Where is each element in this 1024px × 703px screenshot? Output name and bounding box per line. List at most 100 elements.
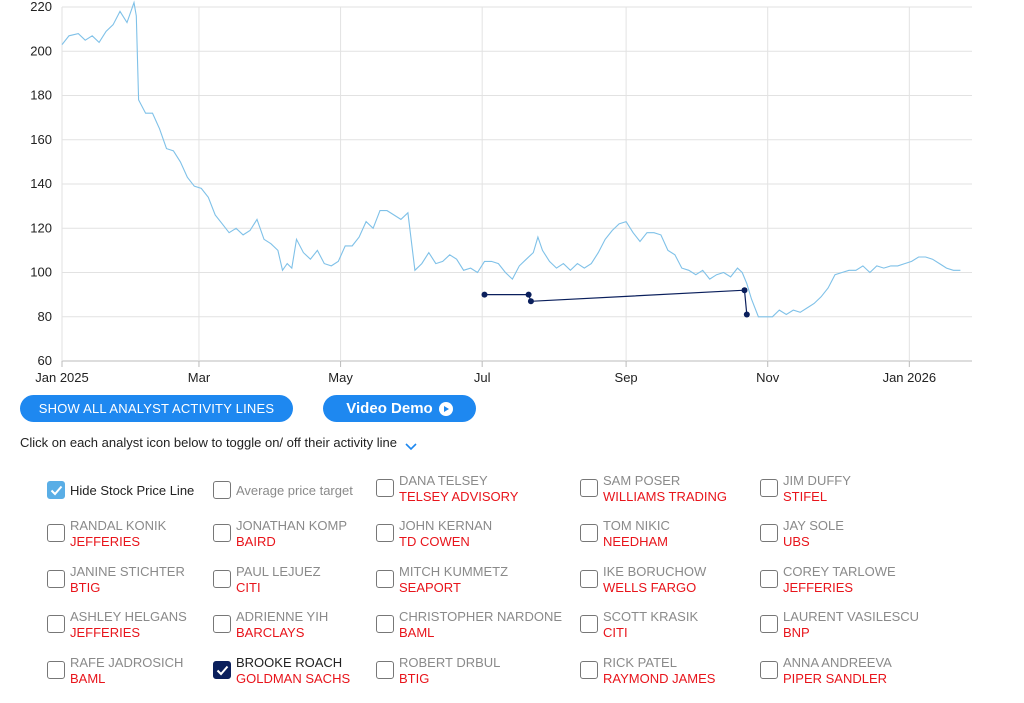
y-tick-label: 120 (30, 220, 52, 235)
analyst-option[interactable]: RAFE JADROSICH BAML (47, 655, 183, 687)
analyst-option[interactable]: RANDAL KONIK JEFFERIES (47, 518, 166, 550)
analyst-checkbox[interactable] (760, 524, 778, 542)
analyst-checkbox[interactable] (376, 524, 394, 542)
analyst-option[interactable]: RICK PATEL RAYMOND JAMES (580, 655, 715, 687)
y-tick-label: 200 (30, 43, 52, 58)
analyst-checkbox[interactable] (760, 479, 778, 497)
analyst-option[interactable]: ROBERT DRBUL BTIG (376, 655, 500, 687)
price-target-point[interactable] (741, 287, 748, 294)
analyst-checkbox[interactable] (213, 661, 231, 679)
analyst-firm: WILLIAMS TRADING (603, 489, 728, 504)
analyst-option[interactable]: SAM POSER WILLIAMS TRADING (580, 473, 727, 505)
analyst-firm: STIFEL (783, 489, 828, 504)
analyst-checkbox[interactable] (47, 661, 65, 679)
analyst-option[interactable]: COREY TARLOWE JEFFERIES (760, 564, 896, 596)
analyst-option[interactable]: IKE BORUCHOW WELLS FARGO (580, 564, 706, 596)
y-tick-label: 80 (38, 309, 52, 324)
analyst-firm: GOLDMAN SACHS (236, 671, 351, 686)
average-price-target-checkbox[interactable] (213, 481, 231, 499)
instruction-row: Click on each analyst icon below to togg… (20, 435, 417, 450)
analyst-option[interactable]: MITCH KUMMETZ SEAPORT (376, 564, 508, 596)
price-target-point[interactable] (481, 291, 488, 298)
analyst-option[interactable]: TOM NIKIC NEEDHAM (580, 518, 670, 550)
analyst-option[interactable]: BROOKE ROACH GOLDMAN SACHS (213, 655, 350, 687)
chevron-down-icon[interactable] (405, 439, 417, 450)
analyst-names: TOM NIKIC NEEDHAM (603, 518, 670, 550)
analyst-name: JIM DUFFY (783, 473, 851, 488)
analyst-name: ROBERT DRBUL (399, 655, 501, 670)
analyst-checkbox[interactable] (376, 615, 394, 633)
analyst-option[interactable]: ANNA ANDREEVA PIPER SANDLER (760, 655, 892, 687)
show-all-analyst-activity-lines-button[interactable]: SHOW ALL ANALYST ACTIVITY LINES (20, 395, 293, 422)
analyst-checkbox[interactable] (580, 615, 598, 633)
analyst-name: JANINE STICHTER (70, 564, 185, 579)
price-target-point[interactable] (743, 311, 750, 318)
analyst-firm: BTIG (70, 580, 101, 595)
y-tick-label: 180 (30, 88, 52, 103)
analyst-option[interactable]: JIM DUFFY STIFEL (760, 473, 851, 505)
analyst-name: LAURENT VASILESCU (783, 609, 920, 624)
analyst-option[interactable]: ADRIENNE YIH BARCLAYS (213, 609, 328, 641)
analyst-name: JOHN KERNAN (399, 518, 493, 533)
y-tick-label: 100 (30, 265, 52, 280)
analyst-checkbox[interactable] (580, 570, 598, 588)
analyst-names: ASHLEY HELGANS JEFFERIES (70, 609, 187, 641)
hide-stock-price-checkbox[interactable] (47, 481, 65, 499)
analyst-names: PAUL LEJUEZ CITI (236, 564, 321, 596)
analyst-firm: RAYMOND JAMES (603, 671, 716, 686)
analyst-option[interactable]: JOHN KERNAN TD COWEN (376, 518, 492, 550)
analyst-firm: BTIG (399, 671, 430, 686)
hide-stock-price-line-option[interactable]: Hide Stock Price Line (47, 475, 194, 499)
analyst-option[interactable]: JANINE STICHTER BTIG (47, 564, 185, 596)
x-tick-label: Sep (615, 370, 638, 385)
analyst-option[interactable]: PAUL LEJUEZ CITI (213, 564, 321, 596)
analyst-checkbox[interactable] (47, 615, 65, 633)
analyst-firm: JEFFERIES (70, 625, 141, 640)
video-demo-button[interactable]: Video Demo (323, 395, 476, 422)
analyst-name: COREY TARLOWE (783, 564, 896, 579)
analyst-checkbox[interactable] (760, 615, 778, 633)
analyst-checkbox[interactable] (376, 570, 394, 588)
analyst-firm: JEFFERIES (783, 580, 854, 595)
analyst-names: MITCH KUMMETZ SEAPORT (399, 564, 508, 596)
analyst-checkbox[interactable] (213, 570, 231, 588)
analyst-name: RANDAL KONIK (70, 518, 167, 533)
price-chart: 60 80 100 120 140 160 180 200 220 Jan 2025 Mar May J… (30, 0, 972, 385)
analyst-checkbox[interactable] (213, 615, 231, 633)
analyst-checkbox[interactable] (213, 524, 231, 542)
analyst-name: BROOKE ROACH (236, 655, 343, 670)
analyst-firm: TELSEY ADVISORY (399, 489, 519, 504)
x-tick-label: Mar (188, 370, 211, 385)
analyst-checkbox[interactable] (580, 479, 598, 497)
y-tick-label: 60 (38, 353, 52, 368)
analyst-checkbox[interactable] (376, 661, 394, 679)
analyst-firm: NEEDHAM (603, 534, 669, 549)
average-price-target-label: Average price target (236, 483, 353, 498)
analyst-option[interactable]: JONATHAN KOMP BAIRD (213, 518, 347, 550)
analyst-checkbox[interactable] (47, 524, 65, 542)
analyst-checkbox[interactable] (760, 661, 778, 679)
y-tick-label: 160 (30, 132, 52, 147)
analyst-checkbox[interactable] (580, 524, 598, 542)
price-target-point[interactable] (525, 291, 532, 298)
analyst-names: BROOKE ROACH GOLDMAN SACHS (236, 655, 350, 687)
analyst-option[interactable]: JAY SOLE UBS (760, 518, 844, 550)
analyst-option[interactable]: LAURENT VASILESCU BNP (760, 609, 919, 641)
analyst-checkbox[interactable] (760, 570, 778, 588)
analyst-name: ADRIENNE YIH (236, 609, 329, 624)
analyst-option[interactable]: ASHLEY HELGANS JEFFERIES (47, 609, 187, 641)
analyst-names: JAY SOLE UBS (783, 518, 844, 550)
analyst-names: JONATHAN KOMP BAIRD (236, 518, 347, 550)
analyst-checkbox[interactable] (47, 570, 65, 588)
price-target-point[interactable] (527, 298, 534, 305)
analyst-name: JAY SOLE (783, 518, 844, 533)
average-price-target-option[interactable]: Average price target (213, 475, 353, 499)
x-tick-label: Jan 2026 (883, 370, 937, 385)
analyst-option[interactable]: DANA TELSEY TELSEY ADVISORY (376, 473, 518, 505)
analyst-firm: CITI (236, 580, 261, 595)
analyst-option[interactable]: CHRISTOPHER NARDONE BAML (376, 609, 562, 641)
analyst-option[interactable]: SCOTT KRASIK CITI (580, 609, 698, 641)
analyst-checkbox[interactable] (580, 661, 598, 679)
analyst-checkbox[interactable] (376, 479, 394, 497)
play-icon (438, 401, 453, 416)
